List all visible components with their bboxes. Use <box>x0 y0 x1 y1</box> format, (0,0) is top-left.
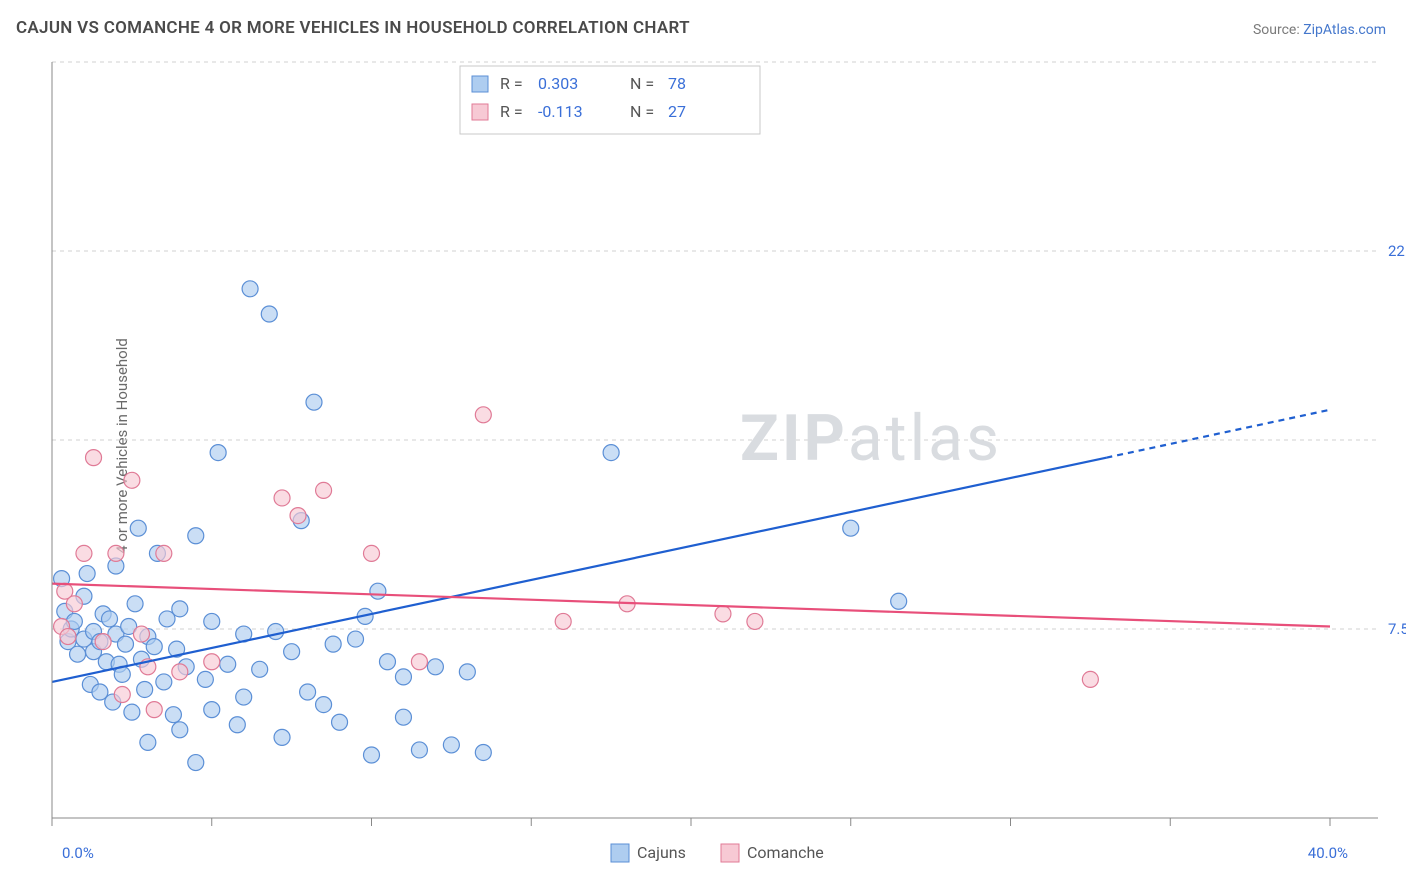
data-point-cajuns <box>70 646 86 662</box>
y-tick-label: 7.5% <box>1388 620 1406 638</box>
data-point-cajuns <box>475 744 491 760</box>
data-point-comanche <box>747 613 763 629</box>
data-point-comanche <box>172 664 188 680</box>
data-point-cajuns <box>891 593 907 609</box>
data-point-cajuns <box>395 709 411 725</box>
data-point-cajuns <box>316 697 332 713</box>
data-point-cajuns <box>348 631 364 647</box>
data-point-comanche <box>124 472 140 488</box>
correlation-chart: 7.5% 22.5% ZIPatlas 0.0% 40.0% R = 0.303 N = 78 R… <box>0 0 1406 892</box>
data-point-cajuns <box>252 661 268 677</box>
data-point-cajuns <box>156 674 172 690</box>
data-point-cajuns <box>197 671 213 687</box>
legend-swatch <box>472 104 488 120</box>
data-point-cajuns <box>172 722 188 738</box>
data-point-cajuns <box>443 737 459 753</box>
y-tick-label: 22.5% <box>1388 242 1406 260</box>
data-point-cajuns <box>603 445 619 461</box>
data-point-cajuns <box>204 702 220 718</box>
legend-r-label: R = <box>500 102 523 121</box>
data-point-cajuns <box>188 755 204 771</box>
bottom-legend-label: Comanche <box>747 843 824 862</box>
data-point-cajuns <box>204 613 220 629</box>
data-point-cajuns <box>459 664 475 680</box>
x-tick-label: 40.0% <box>1308 844 1348 862</box>
trend-line-cajuns <box>52 458 1106 682</box>
data-point-cajuns <box>220 656 236 672</box>
data-point-cajuns <box>379 654 395 670</box>
data-point-cajuns <box>411 742 427 758</box>
data-point-cajuns <box>117 636 133 652</box>
data-point-comanche <box>66 596 82 612</box>
data-point-comanche <box>86 450 102 466</box>
data-point-cajuns <box>140 734 156 750</box>
data-point-cajuns <box>242 281 258 297</box>
data-point-comanche <box>715 606 731 622</box>
data-point-comanche <box>146 702 162 718</box>
data-point-cajuns <box>364 747 380 763</box>
data-point-cajuns <box>236 689 252 705</box>
trend-line-ext-cajuns <box>1106 410 1330 458</box>
x-tick-label: 0.0% <box>62 844 94 862</box>
data-point-cajuns <box>165 707 181 723</box>
data-point-comanche <box>1082 671 1098 687</box>
data-point-comanche <box>274 490 290 506</box>
legend-n-value: 27 <box>668 102 686 121</box>
data-point-cajuns <box>843 520 859 536</box>
bottom-legend-swatch <box>611 844 629 862</box>
data-point-cajuns <box>325 636 341 652</box>
data-point-comanche <box>290 508 306 524</box>
data-point-cajuns <box>370 583 386 599</box>
data-point-cajuns <box>229 717 245 733</box>
data-point-comanche <box>156 545 172 561</box>
legend-n-label: N = <box>630 74 654 93</box>
data-point-comanche <box>114 687 130 703</box>
data-point-comanche <box>95 634 111 650</box>
data-point-cajuns <box>395 669 411 685</box>
data-point-cajuns <box>427 659 443 675</box>
legend-r-label: R = <box>500 74 523 93</box>
data-point-comanche <box>364 545 380 561</box>
data-point-cajuns <box>146 639 162 655</box>
data-point-cajuns <box>79 566 95 582</box>
data-point-comanche <box>411 654 427 670</box>
legend-n-label: N = <box>630 102 654 121</box>
legend-r-value: -0.113 <box>538 102 583 121</box>
bottom-legend-swatch <box>721 844 739 862</box>
data-point-comanche <box>475 407 491 423</box>
data-point-comanche <box>60 629 76 645</box>
data-point-cajuns <box>137 681 153 697</box>
data-point-cajuns <box>210 445 226 461</box>
legend-r-value: 0.303 <box>538 74 578 93</box>
data-point-cajuns <box>124 704 140 720</box>
data-point-cajuns <box>300 684 316 700</box>
legend-swatch <box>472 76 488 92</box>
data-point-comanche <box>204 654 220 670</box>
data-point-comanche <box>555 613 571 629</box>
data-point-comanche <box>76 545 92 561</box>
data-point-comanche <box>133 626 149 642</box>
data-point-cajuns <box>274 729 290 745</box>
data-point-cajuns <box>188 528 204 544</box>
data-point-cajuns <box>172 601 188 617</box>
watermark: ZIPatlas <box>740 401 1002 476</box>
data-point-comanche <box>316 482 332 498</box>
data-point-cajuns <box>261 306 277 322</box>
data-point-cajuns <box>130 520 146 536</box>
legend-n-value: 78 <box>668 74 686 93</box>
trend-line-comanche <box>52 584 1330 627</box>
data-point-comanche <box>108 545 124 561</box>
data-point-cajuns <box>127 596 143 612</box>
bottom-legend-label: Cajuns <box>637 843 686 862</box>
data-point-cajuns <box>306 394 322 410</box>
data-point-cajuns <box>332 714 348 730</box>
data-point-cajuns <box>102 611 118 627</box>
data-point-cajuns <box>268 624 284 640</box>
data-point-cajuns <box>284 644 300 660</box>
